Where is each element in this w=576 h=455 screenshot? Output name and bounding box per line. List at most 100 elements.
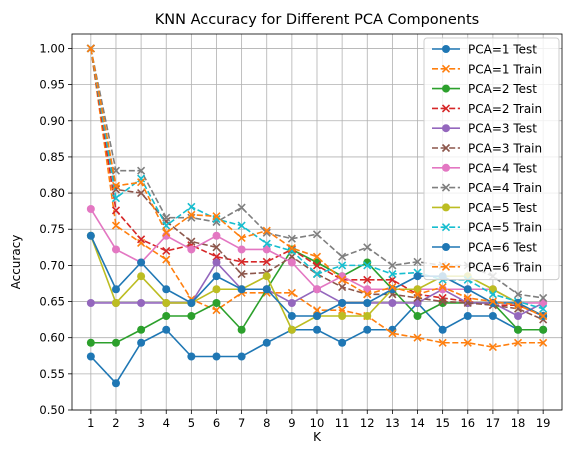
data-point <box>287 312 296 320</box>
data-point <box>438 338 447 347</box>
data-point <box>137 325 146 334</box>
data-point <box>187 237 196 246</box>
data-point <box>287 243 296 253</box>
data-point <box>111 221 121 230</box>
data-point <box>237 203 246 212</box>
data-point <box>513 301 523 310</box>
y-tick-label: 0.85 <box>39 150 65 164</box>
legend-entry: PCA=1 Train <box>432 62 542 76</box>
x-tick-label: 2 <box>112 416 119 430</box>
data-point <box>212 298 221 307</box>
data-point <box>287 298 296 307</box>
x-tick-label: 8 <box>263 416 270 430</box>
data-point <box>137 272 146 281</box>
legend-label: PCA=6 Test <box>468 241 537 255</box>
data-point <box>137 338 146 347</box>
y-tick-label: 0.90 <box>39 114 65 128</box>
data-point <box>363 312 372 320</box>
series-1 <box>86 298 548 388</box>
data-point <box>363 325 372 334</box>
legend-entry: PCA=1 Test <box>432 43 537 57</box>
x-axis-ticks: 1 2 3 4 5 6 7 8 9 10 11 12 13 14 15 16 17 18 19 <box>87 410 550 430</box>
data-point <box>312 269 322 279</box>
data-point <box>514 312 523 320</box>
legend-box <box>423 37 560 281</box>
x-tick-label: 5 <box>188 416 195 430</box>
y-tick-label: 0.50 <box>39 403 65 417</box>
data-point <box>388 298 397 307</box>
data-point <box>463 312 472 320</box>
legend-label: PCA=2 Train <box>468 102 542 116</box>
legend-marker <box>442 124 450 133</box>
data-point <box>463 293 472 302</box>
data-point <box>388 269 397 279</box>
x-tick-label: 3 <box>137 416 144 430</box>
x-tick-label: 9 <box>288 416 295 430</box>
data-point <box>287 288 296 297</box>
data-point <box>338 283 347 292</box>
data-point <box>413 272 422 281</box>
data-point <box>137 298 146 307</box>
data-point <box>86 44 95 53</box>
x-tick-label: 15 <box>435 416 450 430</box>
legend-marker <box>442 84 450 93</box>
legend-marker <box>442 203 450 212</box>
x-tick-label: 17 <box>486 416 501 430</box>
legend-marker <box>442 243 450 251</box>
data-point <box>438 283 447 292</box>
data-point <box>162 228 171 237</box>
data-point <box>237 325 246 334</box>
y-tick-label: 0.60 <box>39 331 65 345</box>
data-point <box>338 261 347 270</box>
legend-label: PCA=4 Test <box>468 161 537 175</box>
legend-label: PCA=3 Train <box>468 142 542 156</box>
x-tick-label: 18 <box>511 416 526 430</box>
legend-entry: PCA=4 Train <box>432 181 542 195</box>
x-tick-label: 14 <box>410 416 425 430</box>
data-point <box>162 298 171 307</box>
x-tick-label: 11 <box>335 416 350 430</box>
data-point <box>488 297 497 306</box>
legend-entry: PCA=2 Test <box>432 82 537 96</box>
x-tick-label: 6 <box>213 416 220 430</box>
data-point <box>86 338 95 347</box>
data-point <box>111 379 120 388</box>
data-point <box>237 221 246 230</box>
data-point <box>212 243 221 252</box>
y-axis-ticks: 0.50 0.55 0.60 0.65 0.70 0.75 0.80 0.85 0.90 0.95… <box>39 41 72 417</box>
data-point <box>287 258 296 267</box>
y-tick-label: 0.65 <box>39 295 65 309</box>
data-point <box>413 257 422 266</box>
legend-entry: PCA=3 Train <box>432 142 542 156</box>
data-point <box>111 298 120 307</box>
data-point <box>187 298 196 307</box>
data-point <box>237 245 246 254</box>
legend-marker <box>441 183 451 192</box>
data-point <box>363 298 372 307</box>
legend-marker <box>441 223 451 232</box>
data-point <box>237 233 246 242</box>
y-tick-label: 0.75 <box>39 222 65 236</box>
legend-label: PCA=6 Train <box>468 260 542 274</box>
legend-label: PCA=4 Train <box>468 181 542 195</box>
y-tick-label: 1.00 <box>39 41 65 55</box>
data-point <box>338 338 347 347</box>
data-point <box>338 306 347 315</box>
data-point <box>187 245 196 254</box>
data-point <box>86 204 95 213</box>
y-tick-label: 0.55 <box>39 367 65 381</box>
x-tick-label: 7 <box>238 416 245 430</box>
data-point <box>162 325 171 334</box>
data-point <box>86 231 95 240</box>
data-point <box>212 258 221 267</box>
x-tick-label: 10 <box>310 416 325 430</box>
data-point <box>187 202 196 211</box>
data-point <box>513 338 523 347</box>
y-axis-label: Accuracy <box>9 235 23 290</box>
legend-entry: PCA=6 Train <box>432 260 542 274</box>
legend-entry: PCA=2 Train <box>432 102 542 116</box>
data-point <box>287 325 296 334</box>
data-point <box>262 338 271 347</box>
data-point <box>312 306 322 315</box>
